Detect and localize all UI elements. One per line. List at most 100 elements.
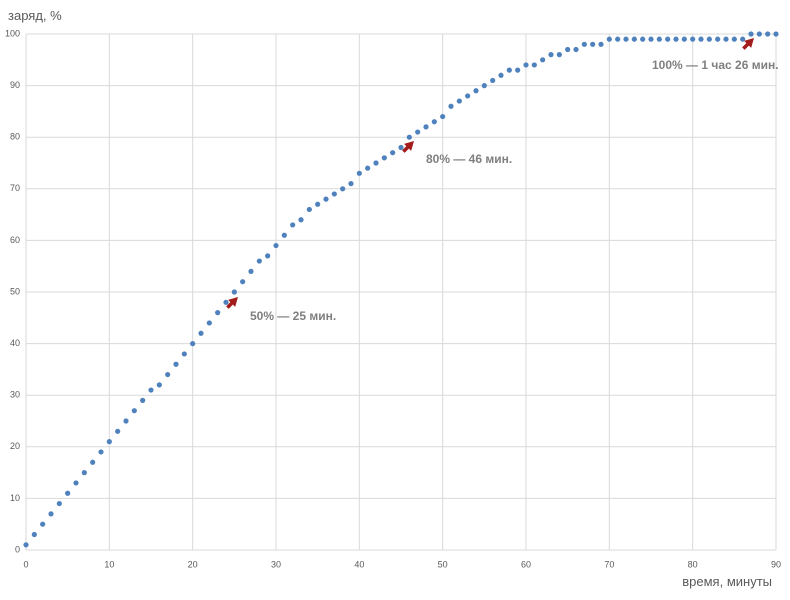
point bbox=[456, 98, 462, 104]
point bbox=[598, 41, 604, 47]
annotation: 50% — 25 мин. bbox=[250, 309, 336, 323]
point bbox=[198, 330, 204, 336]
x-tick-label: 80 bbox=[688, 559, 698, 569]
arrow-shaft bbox=[742, 42, 750, 50]
arrow-shaft bbox=[402, 145, 410, 153]
point bbox=[573, 46, 579, 53]
x-tick-label: 90 bbox=[771, 559, 781, 569]
point bbox=[406, 134, 412, 140]
point bbox=[123, 418, 129, 424]
annotation-arrow bbox=[742, 38, 754, 50]
point bbox=[190, 341, 196, 347]
point bbox=[748, 31, 754, 37]
point bbox=[340, 186, 346, 192]
y-tick-label: 10 bbox=[10, 493, 20, 503]
point bbox=[65, 490, 71, 496]
point bbox=[431, 119, 437, 125]
point bbox=[31, 531, 37, 538]
point bbox=[581, 41, 587, 47]
point bbox=[131, 408, 137, 414]
point bbox=[565, 46, 571, 53]
point bbox=[23, 542, 29, 548]
arrow-head bbox=[404, 141, 414, 151]
annotation-arrow bbox=[226, 297, 238, 309]
point bbox=[606, 36, 612, 42]
point bbox=[106, 439, 112, 445]
point bbox=[423, 124, 429, 130]
point bbox=[681, 36, 687, 42]
point bbox=[615, 36, 621, 42]
x-tick-label: 0 bbox=[23, 559, 28, 569]
point bbox=[165, 371, 171, 378]
point bbox=[473, 88, 479, 94]
point bbox=[356, 170, 362, 176]
annotation: 100% — 1 час 26 мин. bbox=[652, 58, 779, 72]
point bbox=[215, 310, 221, 316]
point bbox=[315, 201, 321, 207]
point bbox=[240, 279, 246, 285]
y-tick-label: 0 bbox=[15, 544, 20, 554]
point bbox=[40, 521, 46, 527]
point bbox=[665, 36, 671, 42]
x-axis-title: время, минуты bbox=[682, 574, 772, 589]
point bbox=[398, 144, 404, 151]
point bbox=[481, 83, 487, 89]
point bbox=[415, 129, 421, 135]
point bbox=[365, 165, 371, 171]
point bbox=[656, 36, 662, 42]
point bbox=[706, 36, 712, 42]
point bbox=[390, 150, 396, 156]
point bbox=[48, 511, 54, 517]
x-tick-label: 60 bbox=[521, 559, 531, 569]
y-tick-label: 100 bbox=[5, 28, 20, 38]
point bbox=[231, 289, 237, 295]
point bbox=[631, 36, 637, 42]
y-tick-label: 90 bbox=[10, 80, 20, 90]
point bbox=[673, 36, 679, 42]
y-tick-label: 30 bbox=[10, 390, 20, 400]
y-axis-title: заряд, % bbox=[8, 8, 62, 23]
point bbox=[506, 67, 512, 73]
point bbox=[648, 36, 654, 42]
point bbox=[773, 31, 779, 37]
y-tick-label: 80 bbox=[10, 132, 20, 142]
point bbox=[531, 62, 537, 68]
point bbox=[56, 500, 62, 507]
point bbox=[290, 222, 296, 228]
y-tick-label: 20 bbox=[10, 441, 20, 451]
point bbox=[440, 113, 446, 120]
point bbox=[723, 36, 729, 42]
point bbox=[281, 232, 287, 238]
point bbox=[115, 428, 121, 434]
point bbox=[523, 62, 529, 68]
point bbox=[373, 160, 379, 166]
point bbox=[640, 36, 646, 42]
point bbox=[715, 36, 721, 42]
point bbox=[156, 382, 162, 388]
point bbox=[273, 242, 279, 249]
point bbox=[206, 320, 212, 326]
point bbox=[515, 67, 521, 73]
x-tick-label: 40 bbox=[354, 559, 364, 569]
point bbox=[90, 459, 96, 465]
arrow-head bbox=[228, 297, 238, 307]
annotation-arrow bbox=[402, 141, 414, 153]
point bbox=[690, 36, 696, 42]
point bbox=[306, 206, 312, 213]
x-tick-label: 10 bbox=[104, 559, 114, 569]
arrow-head bbox=[744, 38, 754, 48]
point bbox=[223, 299, 229, 305]
point bbox=[331, 191, 337, 197]
point bbox=[381, 155, 387, 161]
point bbox=[348, 181, 354, 187]
x-tick-label: 50 bbox=[438, 559, 448, 569]
point bbox=[73, 480, 79, 486]
point bbox=[490, 77, 496, 84]
y-tick-label: 70 bbox=[10, 183, 20, 193]
point bbox=[548, 52, 554, 58]
point bbox=[98, 449, 104, 455]
point bbox=[498, 72, 504, 78]
point bbox=[731, 36, 737, 42]
point bbox=[248, 268, 254, 274]
